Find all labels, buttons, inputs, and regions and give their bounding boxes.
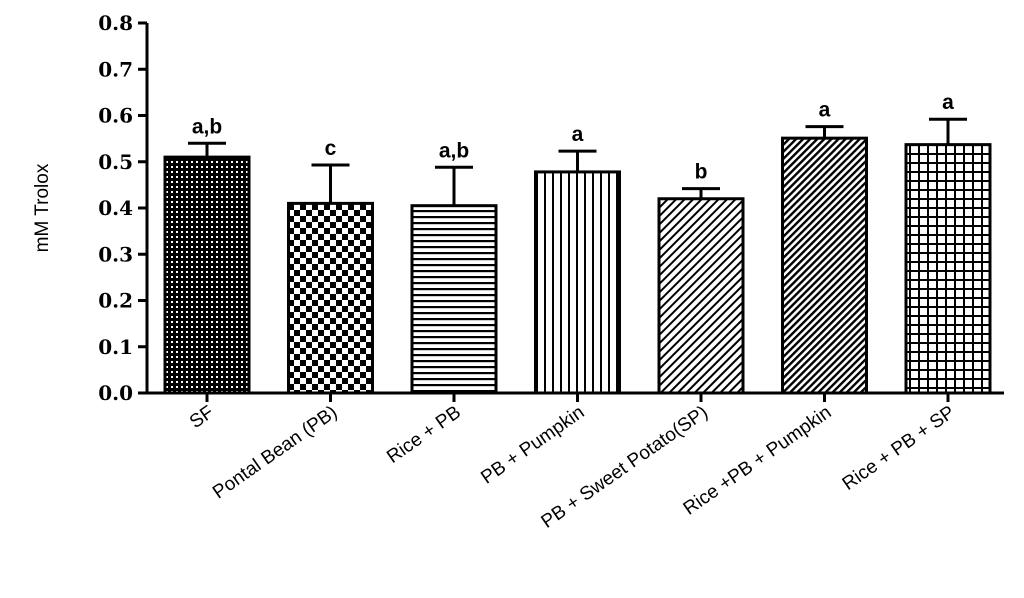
y-tick-label: 0.8 [98,11,133,35]
y-tick-label: 0.4 [98,196,133,220]
x-tick-label: Pontal Bean (PB) [209,402,341,503]
y-tick-label: 0.1 [98,335,133,359]
bar [904,143,992,395]
y-tick-label: 0.6 [98,104,133,128]
x-tick-label: Rice + PB + SP [839,402,959,495]
y-tick-label: 0.0 [98,381,133,405]
significance-label: c [325,137,337,160]
significance-label: a,b [192,115,222,138]
bar [410,204,498,395]
bar [287,201,374,395]
bar [657,197,745,395]
bars: a,b c a,b a b a a [163,91,992,395]
x-tick-label: SF [186,402,218,433]
significance-label: a [942,91,954,114]
bar [534,170,621,395]
significance-label: a [819,99,831,122]
bar [781,136,868,395]
x-tick-label: Rice + PB [383,402,465,468]
bar [163,155,251,395]
y-tick-label: 0.3 [98,242,133,266]
y-tick-label: 0.2 [98,289,133,313]
significance-label: a [572,123,584,146]
y-tick-label: 0.5 [98,150,133,174]
significance-label: b [695,161,708,184]
y-tick-label: 0.7 [98,57,133,81]
significance-label: a,b [439,139,469,162]
x-tick-label: PB + Pumpkin [477,402,588,489]
y-axis-label: mM Trolox [32,163,53,252]
